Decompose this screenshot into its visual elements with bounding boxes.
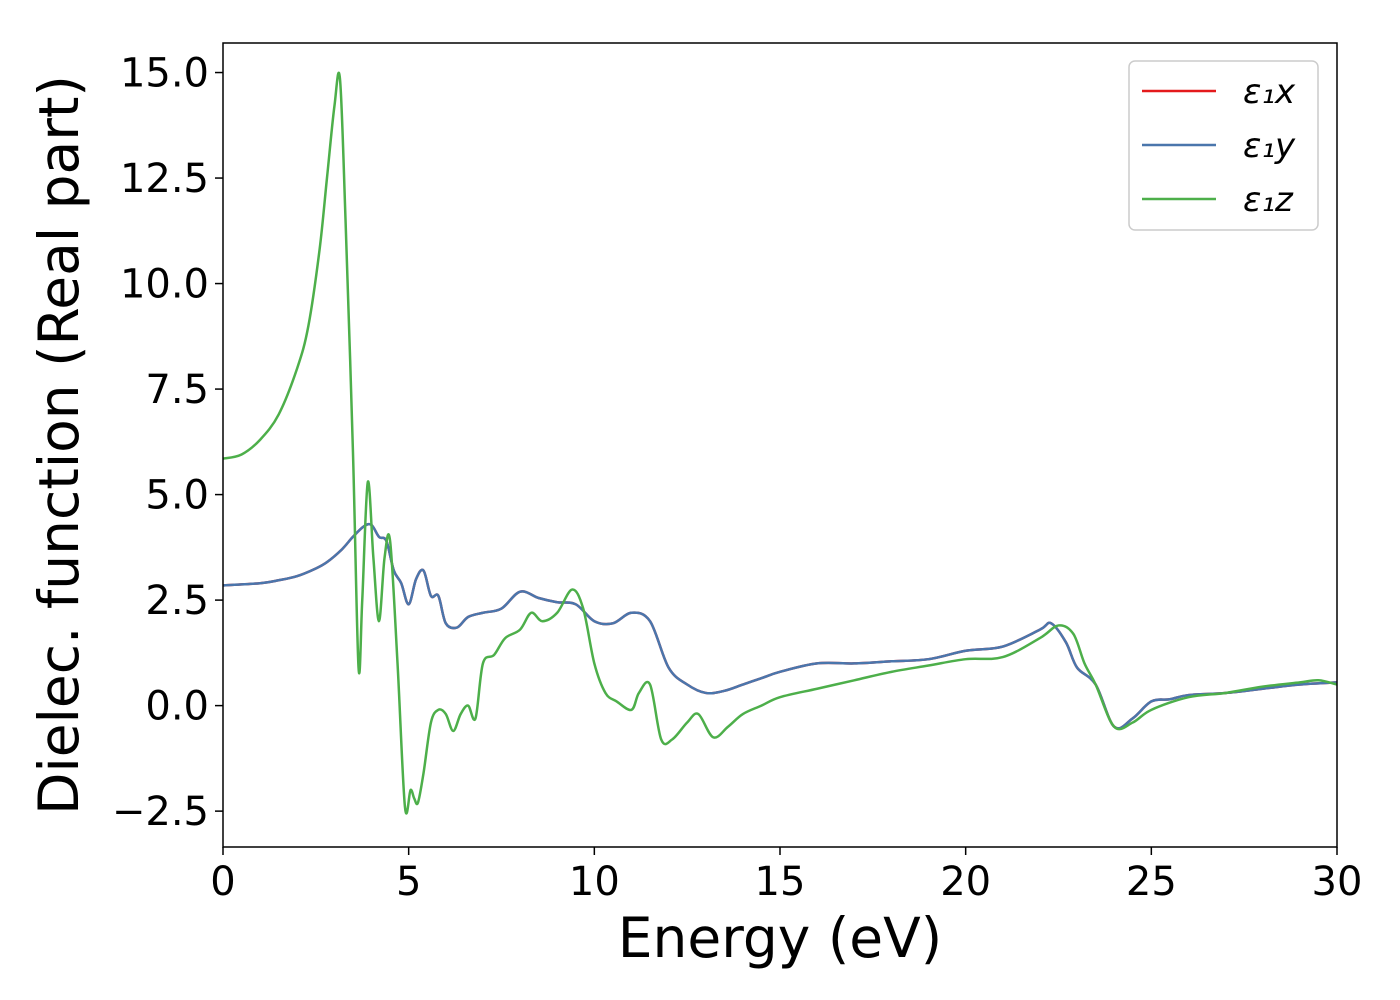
y-tick-label: −2.5 (112, 789, 209, 835)
y-tick-label: 2.5 (145, 578, 209, 624)
series-layer (223, 71, 1337, 815)
plot-frame (222, 42, 1338, 848)
x-tick-label: 25 (1126, 859, 1177, 905)
x-axis-title: Energy (eV) (618, 906, 942, 970)
y-tick-label: 10.0 (120, 262, 209, 308)
x-tick-label: 5 (396, 859, 421, 905)
legend-box (1128, 60, 1319, 231)
y-axis-title: Dielec. function (Real part) (27, 75, 91, 815)
series-line-2 (223, 522, 1337, 730)
series-line-3 (223, 71, 1337, 815)
y-tick-label: 5.0 (145, 473, 209, 519)
tick-layer: 0 5 10 15 20 25 30 −2.5 0.0 2.5 5.0 7.5 10.0 12.5 15.0 (112, 51, 1363, 905)
x-tick-label: 15 (755, 859, 806, 905)
legend-label: ε₁x (1243, 72, 1296, 112)
x-tick-label: 20 (940, 859, 991, 905)
y-tick-label: 15.0 (120, 51, 209, 97)
y-tick-label: 12.5 (120, 156, 209, 202)
y-tick-label: 7.5 (145, 367, 209, 413)
y-tick-label: 0.0 (145, 684, 209, 730)
x-tick-label: 10 (569, 859, 620, 905)
legend-label: ε₁z (1243, 180, 1294, 220)
legend: ε₁x ε₁y ε₁z (1128, 60, 1319, 231)
x-tick-label: 0 (210, 859, 235, 905)
legend-label: ε₁y (1243, 126, 1296, 166)
x-tick-label: 30 (1312, 859, 1363, 905)
